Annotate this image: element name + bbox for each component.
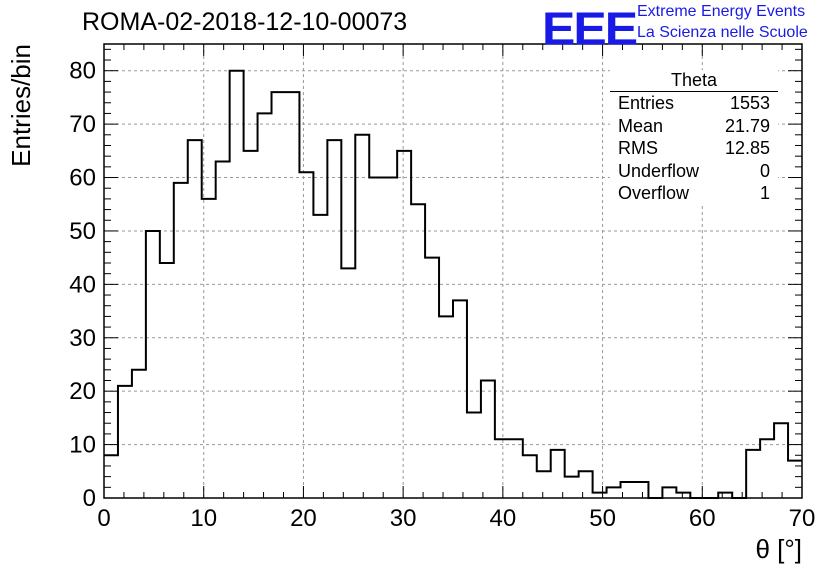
- stats-label: Mean: [618, 115, 664, 136]
- stats-row-overflow: Overflow 1: [610, 182, 778, 205]
- histogram-bin: [244, 151, 258, 498]
- x-tick-label: 60: [689, 505, 716, 532]
- logo-tagline-2: La Scienza nelle Scuole: [637, 24, 808, 41]
- stats-value: 0: [759, 160, 770, 181]
- x-tick-label: 50: [589, 505, 616, 532]
- x-tick-label: 0: [97, 505, 110, 532]
- histogram-bin: [202, 199, 216, 498]
- histogram-bin: [523, 455, 537, 498]
- y-tick-label: 50: [69, 218, 96, 245]
- histogram-bin: [593, 493, 607, 498]
- histogram-bin: [621, 482, 635, 498]
- histogram-bin: [104, 455, 118, 498]
- histogram-bin: [607, 487, 621, 498]
- histogram-bin: [258, 113, 272, 498]
- histogram-bin: [369, 178, 383, 498]
- stats-label: RMS: [618, 138, 658, 158]
- histogram-bin: [453, 300, 467, 498]
- histogram-bin: [565, 477, 579, 498]
- histogram-bin: [341, 268, 355, 498]
- stats-label: Entries: [618, 93, 675, 113]
- histogram-bin: [481, 380, 495, 498]
- x-tick-label: 30: [390, 505, 417, 532]
- stats-label: Underflow: [618, 160, 700, 181]
- y-tick-label: 70: [69, 111, 96, 138]
- stats-title: Theta: [610, 70, 778, 92]
- stats-value: 1: [759, 183, 770, 203]
- y-tick-label: 80: [69, 58, 96, 85]
- histogram-bin: [788, 461, 802, 498]
- histogram-bin: [774, 423, 788, 498]
- histogram-bin: [174, 183, 188, 498]
- stats-box: Theta Entries 1553 Mean 21.79 RMS 12.85 …: [610, 70, 778, 205]
- y-tick-label: 20: [69, 378, 96, 405]
- histogram-bin: [676, 493, 690, 498]
- histogram-bin: [467, 413, 481, 498]
- plot-frame: [103, 43, 803, 499]
- histogram-bin: [579, 471, 593, 498]
- x-tick-label: 70: [789, 505, 816, 532]
- histogram-bin: [355, 135, 369, 498]
- stats-row-entries: Entries 1553: [610, 92, 778, 115]
- histogram-bin: [132, 370, 146, 498]
- histogram-bin: [760, 439, 774, 498]
- y-tick-label: 30: [69, 325, 96, 352]
- histogram-bin: [425, 258, 439, 498]
- stats-row-rms: RMS 12.85: [610, 137, 778, 160]
- histogram-bin: [299, 172, 313, 498]
- x-axis-label: θ [°]: [755, 534, 802, 564]
- stats-row-underflow: Underflow 0: [610, 160, 778, 183]
- histogram-bin: [216, 162, 230, 498]
- histogram-bin: [146, 231, 160, 498]
- histogram-bin: [718, 493, 732, 498]
- histogram-bin: [230, 71, 244, 498]
- y-tick-label: 60: [69, 165, 96, 192]
- histogram-bin: [272, 92, 286, 498]
- x-tick-label: 40: [490, 505, 517, 532]
- y-tick-label: 40: [69, 271, 96, 298]
- x-tick-label: 10: [190, 505, 217, 532]
- histogram-bin: [397, 151, 411, 498]
- y-tick-label: 10: [69, 432, 96, 459]
- histogram-bin: [188, 140, 202, 498]
- histogram-bin: [634, 482, 648, 498]
- logo-tagline-1: Extreme Energy Events: [637, 3, 806, 20]
- histogram-bin: [285, 92, 299, 498]
- stats-label: Overflow: [618, 183, 690, 203]
- histogram-bin: [537, 471, 551, 498]
- histogram-bin: [551, 450, 565, 498]
- histogram-bin: [383, 178, 397, 498]
- histogram-bin: [495, 439, 509, 498]
- stats-row-mean: Mean 21.79: [610, 115, 778, 138]
- histogram-bin: [439, 316, 453, 498]
- histogram-bin: [662, 487, 676, 498]
- x-tick-label: 20: [290, 505, 317, 532]
- stats-value: 12.85: [724, 138, 770, 158]
- histogram-bin: [313, 215, 327, 498]
- y-tick-label: 0: [83, 485, 96, 512]
- histogram-bin: [160, 263, 174, 498]
- y-axis-label: Entries/bin: [6, 44, 36, 167]
- stats-value: 21.79: [724, 115, 770, 136]
- histogram-bin: [118, 386, 132, 498]
- stats-value: 1553: [729, 93, 770, 113]
- histogram-series: [104, 69, 802, 499]
- histogram-bin: [327, 140, 341, 498]
- histogram-bin: [746, 450, 760, 498]
- histogram-bin: [411, 204, 425, 498]
- run-title: ROMA-02-2018-12-10-00073: [82, 8, 408, 36]
- histogram-bin: [509, 439, 523, 498]
- eee-logo: EEE: [542, 3, 638, 55]
